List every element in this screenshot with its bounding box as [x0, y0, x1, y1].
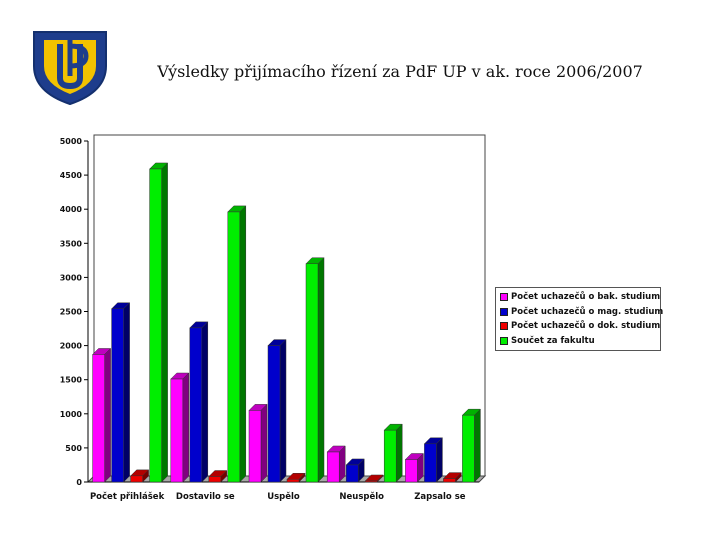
- legend-item: Součet za fakultu: [500, 334, 656, 349]
- bar: [267, 345, 281, 483]
- chart-legend: Počet uchazečů o bak. studium Počet uchaz…: [495, 287, 663, 351]
- bar: [383, 429, 397, 483]
- bar-side: [474, 408, 481, 483]
- bar: [462, 414, 475, 483]
- x-category-label: Počet přihlášek: [90, 491, 165, 502]
- legend-swatch: [500, 336, 508, 345]
- bar: [424, 443, 437, 483]
- bar: [443, 478, 456, 483]
- bar: [111, 308, 124, 483]
- bar-side: [260, 403, 268, 483]
- y-tick-label: 4500: [60, 171, 83, 180]
- bar-side: [436, 437, 443, 483]
- bar-chart: 0 500 1000 1500 2000 2500 3000 3500 4000 4500 5000…: [60, 134, 487, 502]
- bar: [248, 410, 262, 483]
- bar: [189, 327, 203, 483]
- y-tick-label: 2000: [60, 342, 83, 351]
- x-category-label: Neuspělo: [339, 491, 384, 502]
- bar: [286, 479, 300, 483]
- bar: [130, 475, 143, 483]
- bar-side: [161, 162, 168, 483]
- bar: [405, 459, 418, 483]
- bar-side: [279, 338, 287, 483]
- x-category-label: Dostavilo se: [176, 492, 235, 502]
- y-tick-label: 500: [65, 444, 82, 453]
- bar: [326, 451, 340, 483]
- y-tick-label: 3500: [60, 239, 83, 248]
- legend-item: Počet uchazečů o mag. studium: [500, 305, 663, 320]
- y-tick-label: 0: [76, 478, 82, 487]
- bar-side: [395, 423, 403, 483]
- bar: [149, 168, 162, 483]
- legend-label: Počet uchazečů o mag. studium: [511, 306, 664, 317]
- bar: [364, 480, 378, 483]
- bar-side: [201, 321, 209, 483]
- x-category-label: Zapsalo se: [414, 492, 466, 502]
- bar: [227, 211, 241, 483]
- bar-side: [104, 347, 111, 483]
- legend-item: Počet uchazečů o dok. studium: [500, 319, 660, 334]
- bar-side: [182, 372, 190, 483]
- y-tick-label: 1000: [60, 410, 83, 419]
- bar-side: [317, 257, 325, 483]
- y-tick-label: 5000: [60, 137, 83, 146]
- bar-side: [123, 302, 130, 483]
- legend-swatch: [500, 293, 508, 302]
- bar: [345, 464, 359, 483]
- y-tick-label: 1500: [60, 376, 83, 385]
- bar: [170, 378, 184, 483]
- legend-swatch: [500, 307, 508, 316]
- legend-swatch: [500, 322, 508, 331]
- legend-label: Počet uchazečů o dok. studium: [511, 321, 661, 332]
- x-category-label: Uspělo: [267, 491, 300, 502]
- legend-label: Součet za fakultu: [511, 335, 595, 346]
- y-tick-label: 4000: [60, 205, 83, 214]
- bar: [208, 476, 222, 483]
- legend-item: Počet uchazečů o bak. studium: [500, 290, 660, 305]
- university-logo: [30, 26, 110, 106]
- bar-side: [338, 445, 346, 483]
- y-tick-label: 2500: [60, 308, 83, 317]
- page-title: Výsledky přijímacího řízení za PdF UP v …: [157, 62, 643, 81]
- bar-side: [239, 205, 247, 483]
- legend-label: Počet uchazečů o bak. studium: [511, 292, 661, 303]
- bar: [305, 263, 319, 483]
- bar: [92, 354, 105, 483]
- y-tick-label: 3000: [60, 273, 83, 282]
